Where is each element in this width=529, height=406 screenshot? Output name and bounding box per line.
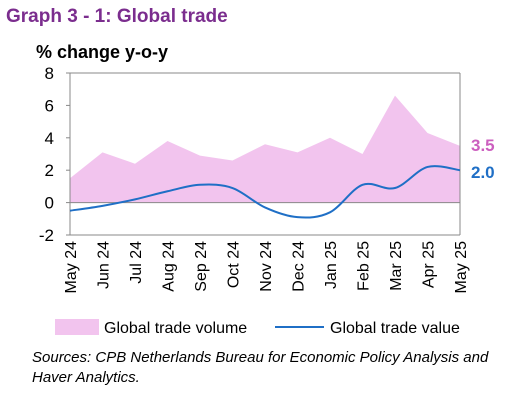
x-tick-label: May 24 (63, 241, 80, 294)
x-tick-label: Dec 24 (291, 241, 308, 292)
legend-volume-swatch (55, 319, 99, 335)
value-line (69, 165, 461, 219)
volume-area (70, 95, 460, 203)
legend-value-label: Global trade value (330, 320, 460, 337)
x-tick-label: Nov 24 (258, 241, 275, 292)
x-tick-label: Apr 25 (421, 241, 438, 288)
chart-title: Graph 3 - 1: Global trade (6, 6, 228, 27)
x-tick-label: Jan 25 (323, 241, 340, 289)
x-tick-label: May 25 (453, 241, 470, 294)
x-tick-label: Jul 24 (128, 241, 145, 284)
x-tick-label: Mar 25 (388, 241, 405, 291)
x-tick-label: Aug 24 (161, 241, 178, 292)
x-tick-label: Feb 25 (356, 241, 373, 291)
source-note: Sources: CPB Netherlands Bureau for Econ… (32, 349, 489, 386)
y-tick-label: 8 (45, 64, 54, 83)
value-end-label: 2.0 (471, 163, 495, 182)
y-tick-label: 2 (45, 161, 54, 180)
legend-volume-label: Global trade volume (104, 320, 247, 337)
y-tick-label: 4 (45, 129, 54, 148)
y-tick-label: 0 (45, 194, 54, 213)
volume-end-label: 3.5 (471, 136, 495, 155)
y-axis-label: % change y-o-y (36, 42, 169, 62)
x-tick-label: Jun 24 (96, 241, 113, 289)
x-tick-label: Oct 24 (226, 241, 243, 288)
x-tick-label: Sep 24 (193, 241, 210, 292)
y-tick-label: 6 (45, 96, 54, 115)
y-tick-label: -2 (39, 226, 54, 245)
